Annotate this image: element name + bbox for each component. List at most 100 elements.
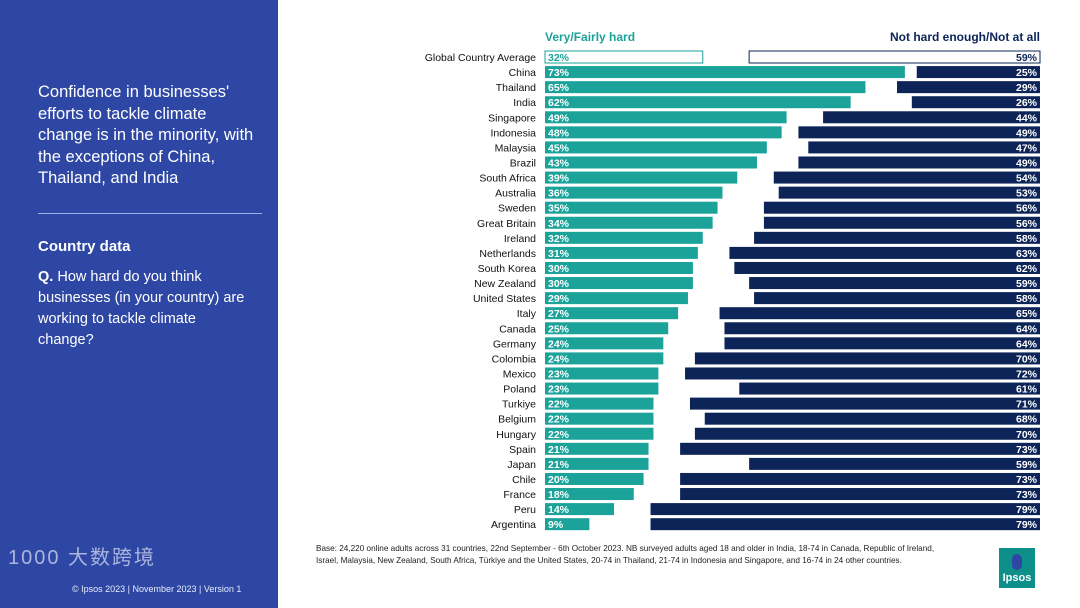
- bar-not-hard-enough: [694, 352, 1040, 365]
- data-label-left: 45%: [548, 142, 570, 154]
- divider: [38, 213, 262, 214]
- category-label: Ireland: [504, 233, 536, 245]
- data-label-left: 22%: [548, 399, 570, 411]
- data-label-right: 59%: [1016, 52, 1038, 64]
- bar-very-fairly-hard: [545, 201, 718, 214]
- data-label-right: 79%: [1016, 504, 1038, 516]
- data-label-right: 29%: [1016, 82, 1038, 94]
- bar-very-fairly-hard: [545, 472, 644, 485]
- data-label-right: 72%: [1016, 368, 1038, 380]
- category-label: Great Britain: [477, 218, 536, 230]
- bar-not-hard-enough: [739, 382, 1040, 395]
- category-label: South Korea: [478, 263, 537, 275]
- bar-very-fairly-hard: [545, 277, 693, 290]
- bar-very-fairly-hard: [545, 171, 738, 184]
- bar-not-hard-enough: [724, 337, 1040, 350]
- data-label-left: 39%: [548, 173, 570, 185]
- category-label: Peru: [514, 504, 536, 516]
- bar-not-hard-enough: [650, 503, 1040, 516]
- data-label-left: 18%: [548, 489, 570, 501]
- bar-not-hard-enough: [916, 66, 1040, 79]
- bar-very-fairly-hard: [545, 292, 688, 305]
- data-label-left: 27%: [548, 308, 570, 320]
- data-label-left: 73%: [548, 67, 570, 79]
- category-label: Colombia: [492, 353, 537, 365]
- headline: Confidence in businesses' efforts to tac…: [38, 83, 254, 187]
- data-label-right: 73%: [1016, 489, 1038, 501]
- bar-not-hard-enough: [754, 231, 1040, 244]
- section-title: Country data: [38, 238, 131, 255]
- bar-very-fairly-hard: [545, 186, 723, 199]
- data-label-left: 25%: [548, 323, 570, 335]
- bar-very-fairly-hard: [545, 156, 757, 169]
- bar-very-fairly-hard: [545, 382, 659, 395]
- data-label-right: 25%: [1016, 67, 1038, 79]
- data-label-left: 22%: [548, 414, 570, 426]
- category-label: Chile: [512, 474, 536, 486]
- bar-very-fairly-hard: [545, 322, 669, 335]
- data-label-right: 73%: [1016, 474, 1038, 486]
- bar-very-fairly-hard: [545, 141, 767, 154]
- bar-very-fairly-hard: [545, 412, 654, 425]
- bar-not-hard-enough: [680, 488, 1040, 501]
- bar-not-hard-enough: [749, 277, 1040, 290]
- data-label-right: 73%: [1016, 444, 1038, 456]
- bar-not-hard-enough: [689, 397, 1040, 410]
- bar-not-hard-enough: [823, 111, 1040, 124]
- bar-not-hard-enough: [749, 457, 1040, 470]
- footer: © Ipsos 2023 | November 2023 | Version 1: [72, 584, 242, 594]
- bar-very-fairly-hard: [545, 503, 615, 516]
- data-label-right: 65%: [1016, 308, 1038, 320]
- bar-very-fairly-hard: [545, 231, 703, 244]
- data-label-right: 47%: [1016, 142, 1038, 154]
- data-label-left: 20%: [548, 474, 570, 486]
- data-label-right: 44%: [1016, 112, 1038, 124]
- bar-very-fairly-hard: [545, 427, 654, 440]
- bar-very-fairly-hard: [545, 352, 664, 365]
- data-label-right: 58%: [1016, 293, 1038, 305]
- data-label-right: 49%: [1016, 127, 1038, 139]
- category-label: Hungary: [496, 429, 536, 441]
- category-label: Poland: [503, 384, 536, 396]
- bar-not-hard-enough: [680, 442, 1040, 455]
- category-label: Argentina: [491, 519, 536, 531]
- bar-very-fairly-hard: [545, 442, 649, 455]
- bar-very-fairly-hard: [545, 81, 866, 94]
- bar-not-hard-enough: [680, 472, 1040, 485]
- bar-not-hard-enough: [734, 261, 1040, 274]
- question: Q. How hard do you think businesses (in …: [38, 267, 253, 351]
- ipsos-logo: Ipsos: [999, 548, 1035, 588]
- category-label: Germany: [493, 338, 537, 350]
- bar-not-hard-enough: [798, 156, 1040, 169]
- bar-not-hard-enough: [754, 292, 1040, 305]
- bar-not-hard-enough: [773, 171, 1040, 184]
- data-label-right: 53%: [1016, 188, 1038, 200]
- bar-not-hard-enough: [650, 518, 1040, 531]
- data-label-right: 49%: [1016, 157, 1038, 169]
- category-label: Turkiye: [502, 399, 536, 411]
- category-label: South Africa: [479, 173, 536, 185]
- bar-not-hard-enough: [694, 427, 1040, 440]
- data-label-left: 30%: [548, 278, 570, 290]
- category-label: Sweden: [498, 203, 536, 215]
- bar-very-fairly-hard: [545, 337, 664, 350]
- data-label-left: 29%: [548, 293, 570, 305]
- logo-text: Ipsos: [1002, 572, 1032, 584]
- category-label: Brazil: [510, 157, 536, 169]
- category-label: Malaysia: [495, 142, 537, 154]
- bar-very-fairly-hard: [545, 96, 851, 109]
- data-label-left: 49%: [548, 112, 570, 124]
- data-label-right: 62%: [1016, 263, 1038, 275]
- category-label: New Zealand: [474, 278, 536, 290]
- data-label-left: 62%: [548, 97, 570, 109]
- data-label-left: 65%: [548, 82, 570, 94]
- category-label: Italy: [517, 308, 537, 320]
- question-text: How hard do you think businesses (in you…: [38, 269, 245, 348]
- category-label: France: [503, 489, 536, 501]
- bar-very-fairly-hard: [545, 367, 659, 380]
- category-label: India: [513, 97, 536, 109]
- data-label-right: 64%: [1016, 338, 1038, 350]
- category-label: Japan: [507, 459, 536, 471]
- category-label: Global Country Average: [425, 52, 536, 64]
